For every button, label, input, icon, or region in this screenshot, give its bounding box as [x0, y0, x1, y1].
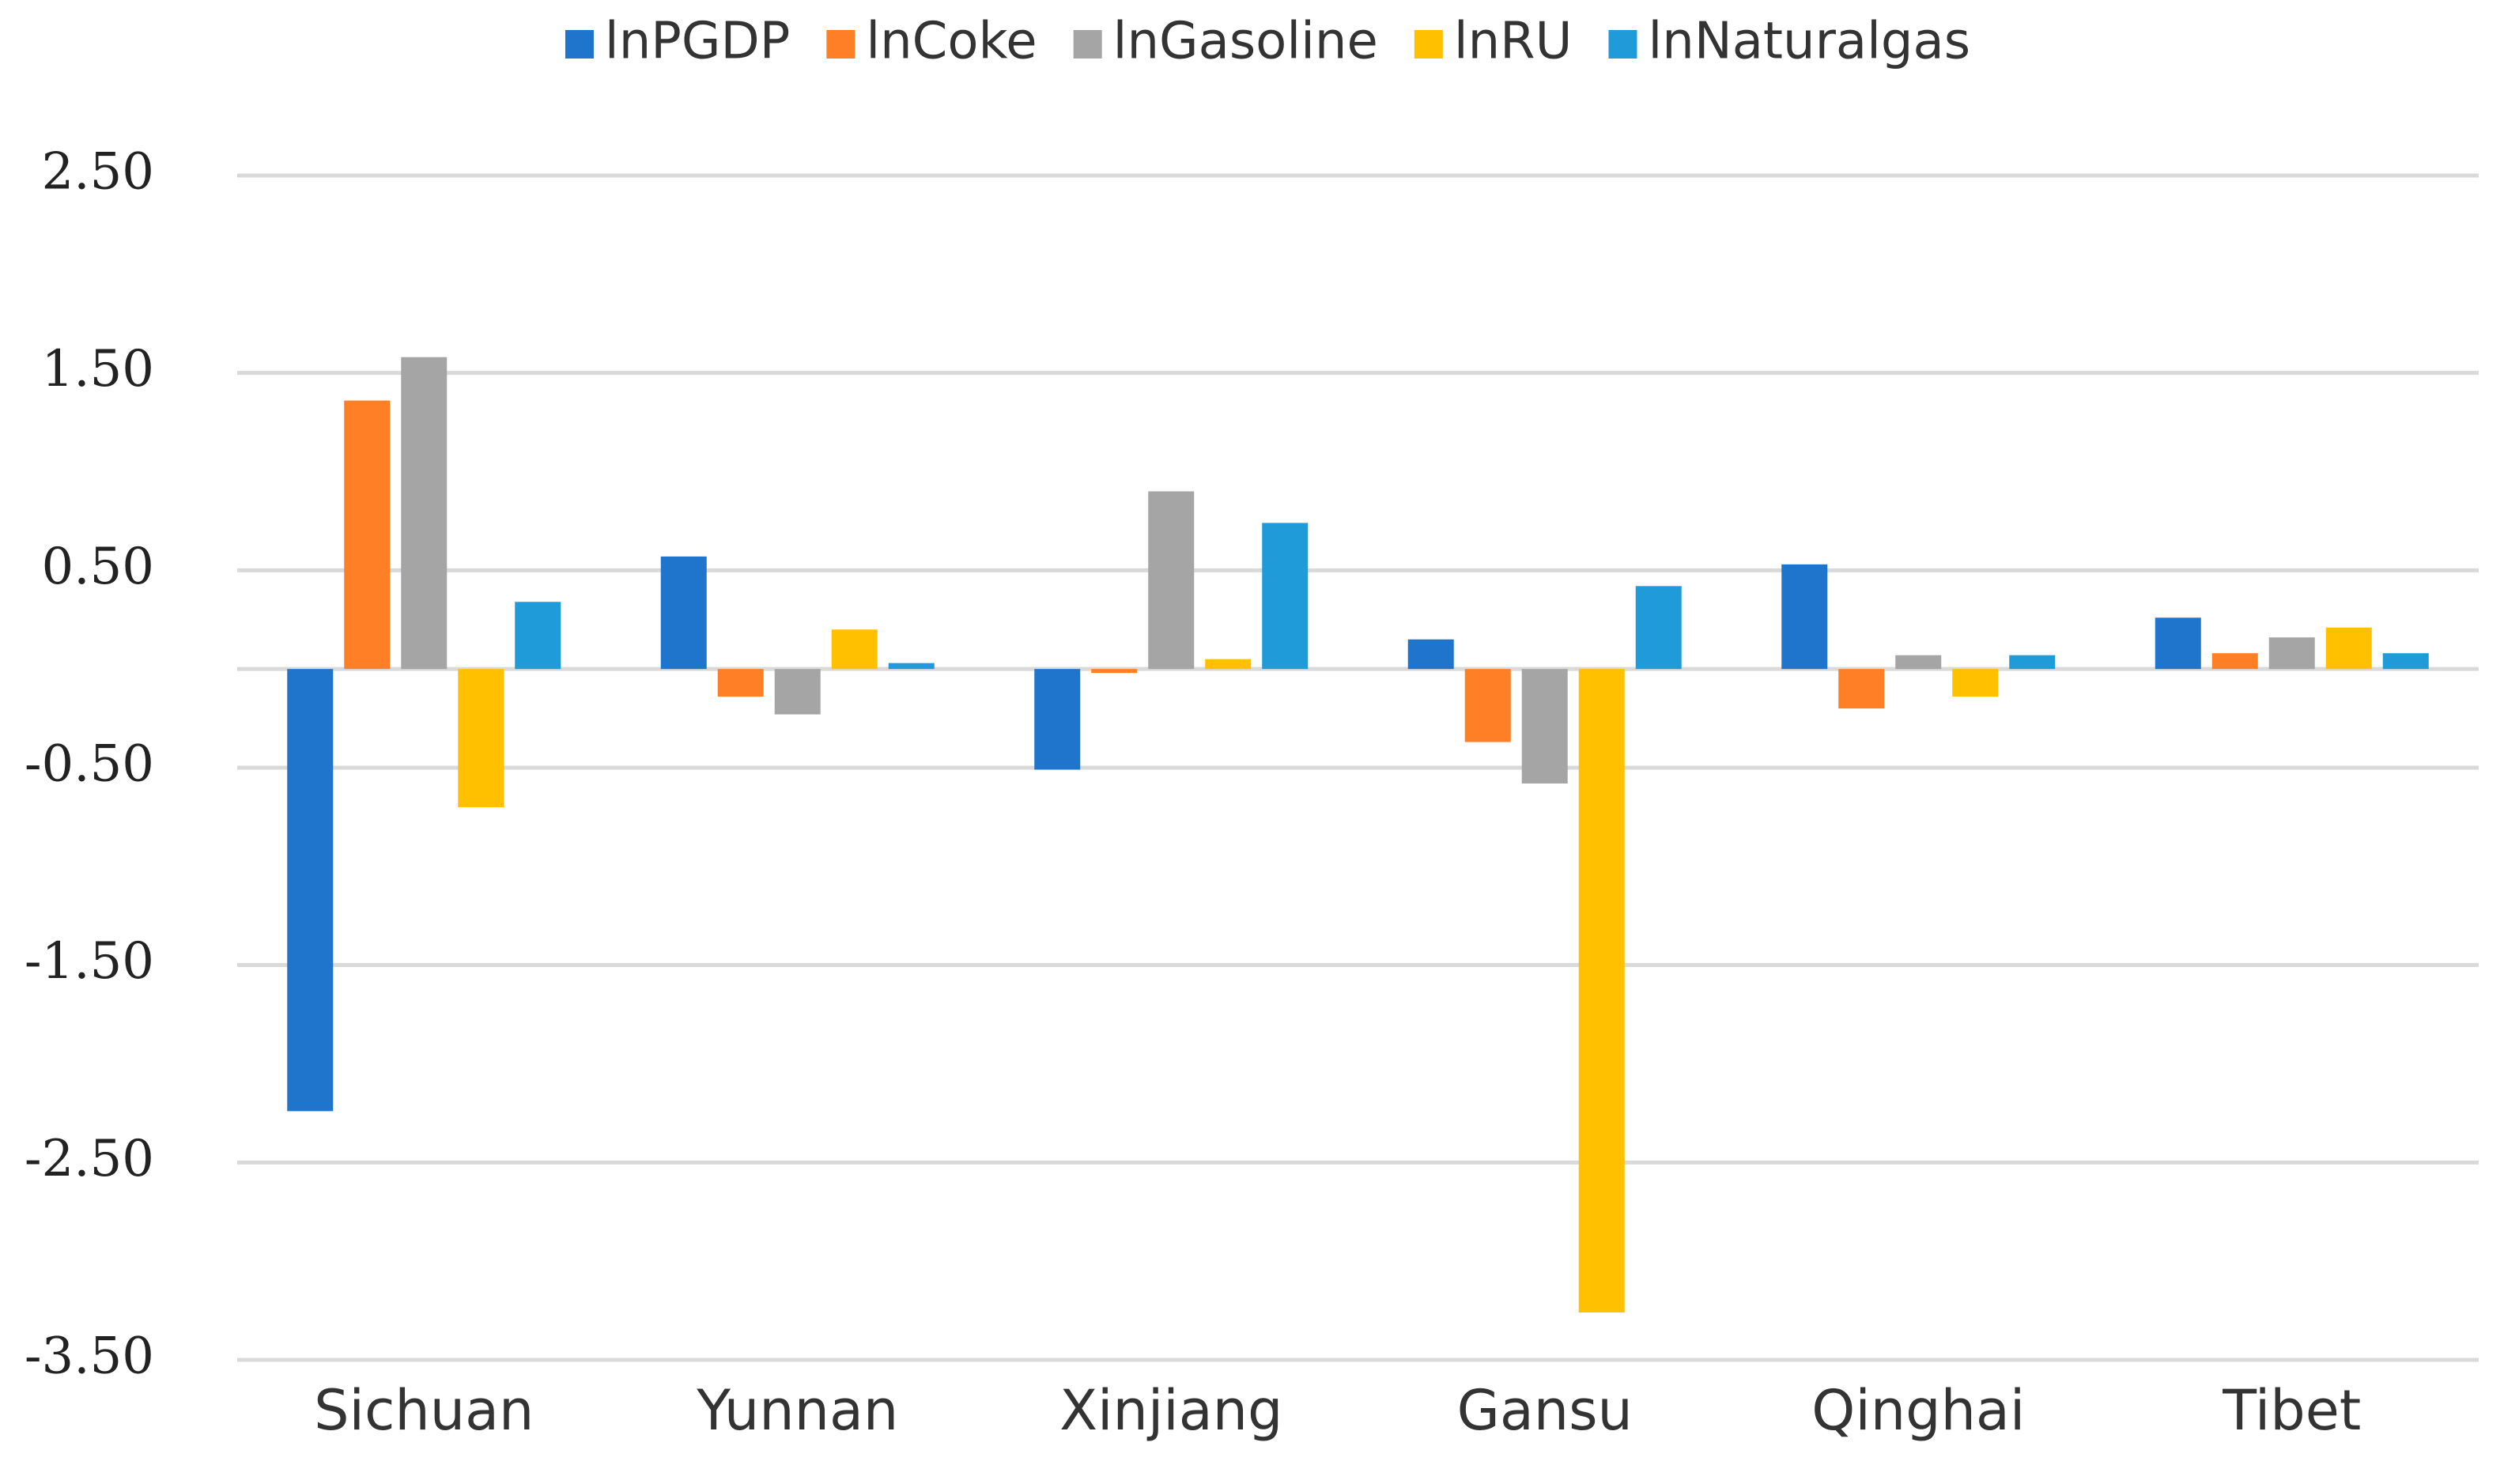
y-axis: 2.50 1.50 0.50 -0.50 -1.50 -2.50 -3.50 — [25, 143, 154, 1386]
bar-lnCoke-Yunnan — [717, 669, 764, 697]
x-tick-label: Sichuan — [314, 1378, 534, 1443]
legend-item-lnPGDP: lnPGDP — [565, 13, 790, 71]
legend-label: lnNaturalgas — [1648, 13, 1970, 71]
gridlines — [237, 173, 2479, 1362]
bar-lnRU-Tibet — [2325, 627, 2372, 670]
bar-lnNaturalgas-Tibet — [2382, 653, 2429, 670]
bar-lnGasoline-Tibet — [2268, 637, 2315, 670]
bar-lnNaturalgas-Xinjiang — [1262, 523, 1309, 670]
bar-lnPGDP-Qinghai — [1781, 564, 1828, 670]
legend-swatch — [565, 30, 594, 59]
bars — [287, 357, 2429, 1313]
x-axis: Sichuan Yunnan Xinjiang Gansu Qinghai Tibet — [314, 1378, 2361, 1443]
legend-swatch — [1608, 30, 1637, 59]
bar-lnRU-Gansu — [1578, 669, 1625, 1313]
legend-label: lnPGDP — [605, 13, 790, 71]
y-tick-label: -2.50 — [25, 1130, 154, 1188]
bar-lnPGDP-Xinjiang — [1034, 669, 1081, 770]
bar-lnPGDP-Gansu — [1407, 639, 1454, 670]
x-tick-label: Qinghai — [1811, 1378, 2025, 1443]
legend-swatch — [1073, 30, 1102, 59]
legend-swatch — [1414, 30, 1443, 59]
bar-lnPGDP-Yunnan — [660, 556, 707, 670]
bar-lnRU-Xinjiang — [1205, 659, 1252, 670]
legend-item-lnRU: lnRU — [1414, 13, 1573, 71]
x-tick-label: Gansu — [1457, 1378, 1633, 1443]
bar-lnNaturalgas-Gansu — [1635, 586, 1682, 670]
x-tick-label: Tibet — [2222, 1378, 2361, 1443]
bar-lnCoke-Qinghai — [1838, 669, 1885, 709]
bar-lnGasoline-Gansu — [1521, 669, 1568, 784]
x-tick-label: Yunnan — [696, 1378, 898, 1443]
bar-lnCoke-Gansu — [1464, 669, 1511, 742]
x-tick-label: Xinjiang — [1059, 1378, 1282, 1443]
bar-lnPGDP-Sichuan — [287, 669, 334, 1112]
legend-label: lnRU — [1454, 13, 1573, 71]
bar-lnCoke-Tibet — [2211, 653, 2258, 670]
bar-lnRU-Sichuan — [458, 669, 504, 807]
legend-swatch — [826, 30, 855, 59]
bar-lnGasoline-Sichuan — [401, 357, 448, 670]
legend-label: lnCoke — [866, 13, 1037, 71]
bar-lnNaturalgas-Qinghai — [2009, 655, 2056, 670]
legend-item-lnNaturalgas: lnNaturalgas — [1608, 13, 1970, 71]
bar-lnGasoline-Xinjiang — [1148, 491, 1195, 670]
y-tick-label: 0.50 — [42, 538, 155, 596]
bar-lnCoke-Sichuan — [344, 400, 391, 670]
bar-lnRU-Yunnan — [831, 629, 878, 670]
y-tick-label: 1.50 — [42, 340, 155, 398]
legend: lnPGDP lnCoke lnGasoline lnRU lnNaturalgas — [565, 13, 1970, 71]
bar-lnNaturalgas-Sichuan — [515, 602, 561, 670]
bar-lnRU-Qinghai — [1952, 669, 1999, 697]
bar-lnNaturalgas-Yunnan — [888, 663, 935, 670]
bar-lnGasoline-Yunnan — [774, 669, 821, 715]
y-tick-label: -1.50 — [25, 932, 154, 991]
legend-label: lnGasoline — [1113, 13, 1378, 71]
bar-lnGasoline-Qinghai — [1895, 655, 1942, 670]
legend-item-lnCoke: lnCoke — [826, 13, 1037, 71]
legend-item-lnGasoline: lnGasoline — [1073, 13, 1378, 71]
y-tick-label: 2.50 — [42, 143, 155, 202]
bar-lnPGDP-Tibet — [2155, 617, 2201, 670]
bar-lnCoke-Xinjiang — [1091, 669, 1138, 674]
y-tick-label: -3.50 — [25, 1327, 154, 1386]
y-tick-label: -0.50 — [25, 735, 154, 794]
